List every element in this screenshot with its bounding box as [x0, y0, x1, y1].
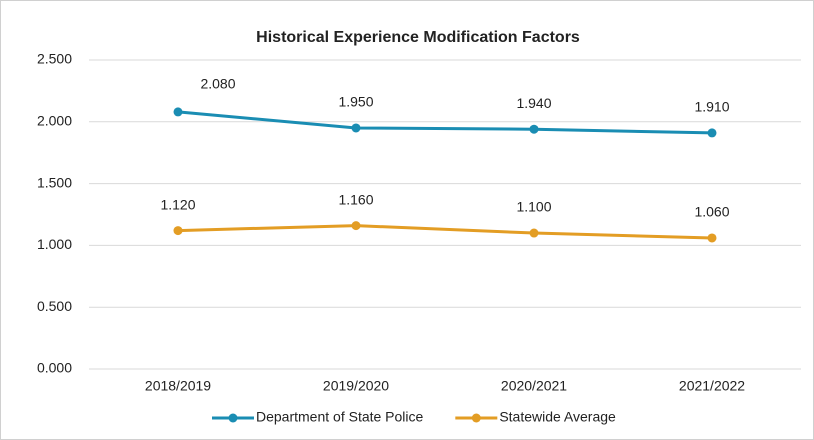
x-tick-label: 2018/2019: [145, 378, 211, 394]
series-line: [177, 224, 713, 240]
legend-marker: [471, 413, 481, 423]
data-point: [173, 107, 183, 117]
data-point: [707, 233, 717, 243]
data-label: 1.950: [338, 94, 373, 110]
legend-label: Statewide Average: [499, 409, 616, 425]
data-label: 1.060: [694, 204, 729, 220]
data-point: [529, 228, 539, 238]
data-point: [351, 123, 361, 133]
y-tick-label: 2.500: [37, 51, 72, 67]
y-tick-label: 0.000: [37, 360, 72, 376]
y-tick-label: 1.500: [37, 174, 72, 190]
chart-title: Historical Experience Modification Facto…: [256, 29, 580, 46]
data-label: 1.940: [516, 95, 551, 111]
data-label: 2.080: [200, 76, 235, 92]
data-point: [707, 128, 717, 138]
series-line: [177, 110, 713, 135]
data-point: [529, 124, 539, 134]
data-label: 1.100: [516, 199, 551, 215]
data-label: 1.120: [160, 196, 195, 212]
data-label: 1.910: [694, 99, 729, 115]
x-tick-label: 2020/2021: [501, 378, 567, 394]
y-tick-label: 1.000: [37, 236, 72, 252]
data-label: 1.160: [338, 191, 373, 207]
y-tick-label: 0.500: [37, 298, 72, 314]
data-point: [351, 221, 361, 231]
y-tick-label: 2.000: [37, 113, 72, 129]
data-point: [173, 226, 183, 236]
legend-marker: [228, 413, 238, 423]
x-tick-label: 2021/2022: [679, 378, 745, 394]
x-tick-label: 2019/2020: [323, 378, 389, 394]
legend-label: Department of State Police: [256, 409, 424, 425]
